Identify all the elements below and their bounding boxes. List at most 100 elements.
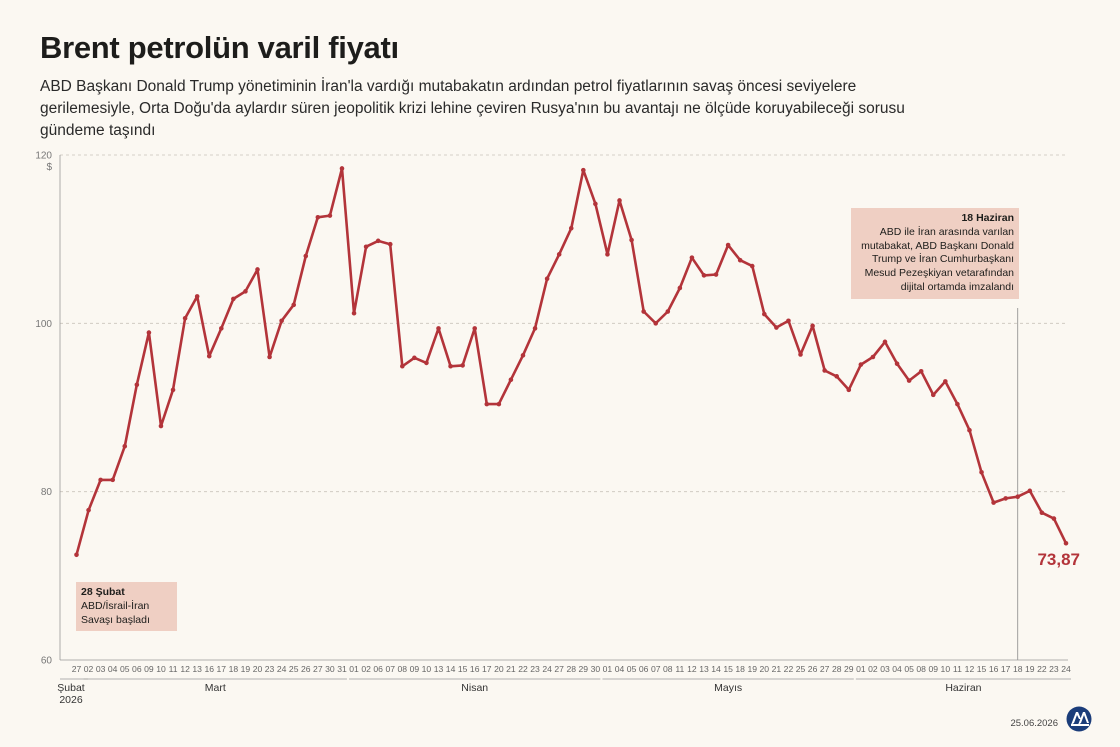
x-tick-label: 22 [784,664,794,674]
x-tick-label: 22 [1037,664,1047,674]
x-tick-label: 07 [651,664,661,674]
data-point [544,276,550,282]
data-point [375,238,381,244]
data-point [255,267,260,272]
data-point [460,363,465,368]
x-tick-label: 02 [868,664,878,674]
data-point [86,507,91,513]
x-tick-label: 10 [156,664,166,674]
x-tick-label: 20 [253,664,263,674]
data-point [774,325,779,330]
x-tick-label: 23 [1049,664,1059,674]
data-point [1027,488,1033,494]
x-tick-label: 03 [880,664,890,674]
x-tick-label: 27 [313,664,323,674]
data-point [749,263,755,269]
data-point [943,379,948,384]
data-point [231,296,236,302]
x-tick-label: 11 [953,664,962,674]
x-tick-label: 19 [1025,664,1035,674]
x-tick-label: 15 [458,664,468,674]
x-tick-label: 01 [603,664,613,674]
x-tick-label: 27 [554,664,564,674]
x-tick-label: 09 [144,664,154,674]
aa-logo-icon [1066,706,1092,732]
data-point [496,401,502,407]
data-point [532,326,538,331]
data-point [725,242,731,248]
x-tick-label: 24 [277,664,287,674]
x-tick-label: 08 [916,664,926,674]
data-point [979,470,984,475]
data-point [1039,510,1045,516]
y-unit-label: $ [46,162,52,173]
x-tick-label: 16 [470,664,480,674]
month-label: Nisan [461,682,488,694]
data-point [834,374,840,379]
data-point [363,244,369,250]
x-tick-label: 06 [639,664,649,674]
x-tick-label: 13 [192,664,202,674]
x-tick-label: 04 [108,664,118,674]
data-point [134,382,140,388]
month-label: Mayıs [714,682,742,694]
x-tick-label: 29 [844,664,854,674]
data-point [677,285,683,291]
x-tick-label: 21 [506,664,516,674]
data-point [267,354,272,360]
x-tick-label: 14 [446,664,456,674]
x-tick-label: 25 [796,664,806,674]
x-tick-label: 20 [760,664,770,674]
x-tick-label: 09 [410,664,420,674]
x-tick-label: 01 [856,664,866,674]
x-tick-label: 18 [229,664,239,674]
data-point [810,323,815,329]
x-tick-label: 03 [96,664,106,674]
x-tick-label: 17 [217,664,227,674]
x-tick-label: 15 [977,664,987,674]
data-point [798,352,803,357]
data-point [219,326,224,331]
x-tick-label: 21 [772,664,782,674]
data-point [882,339,888,345]
data-point [436,326,441,331]
data-point [387,241,393,247]
x-tick-label: 30 [591,664,601,674]
x-tick-label: 02 [84,664,94,674]
x-tick-label: 29 [579,664,589,674]
x-tick-label: 05 [120,664,130,674]
data-point [894,361,900,367]
month-label: Haziran [945,682,981,694]
x-tick-label: 15 [723,664,733,674]
data-point [918,369,924,374]
chart-title: Brent petrolün varil fiyatı [40,30,399,65]
x-tick-label: 11 [675,664,684,674]
callout-agreement: 18 Haziran ABD ile İran arasında varılan… [851,208,1019,299]
data-point [786,318,791,324]
data-point [472,326,478,331]
y-tick-label: 80 [41,487,53,498]
month-label: Şubat [57,682,85,694]
x-tick-label: 24 [1061,664,1071,674]
x-tick-label: 30 [325,664,335,674]
y-tick-label: 120 [35,151,52,162]
x-tick-label: 26 [301,664,311,674]
x-tick-label: 12 [965,664,975,674]
x-tick-label: 04 [615,664,625,674]
data-point [762,311,767,317]
x-tick-label: 13 [434,664,444,674]
data-point [327,213,333,218]
callout-war-start: 28 Şubat ABD/İsrail-İran Savaşı başladı [76,582,177,632]
x-tick-label: 23 [265,664,275,674]
data-point [508,377,514,383]
x-tick-label: 12 [180,664,190,674]
data-point [303,253,309,259]
x-tick-label: 01 [349,664,359,674]
data-point [605,252,610,257]
data-point [339,166,345,171]
x-tick-label: 22 [518,664,528,674]
data-point [206,353,212,359]
data-point [629,237,634,243]
data-point [822,368,827,373]
